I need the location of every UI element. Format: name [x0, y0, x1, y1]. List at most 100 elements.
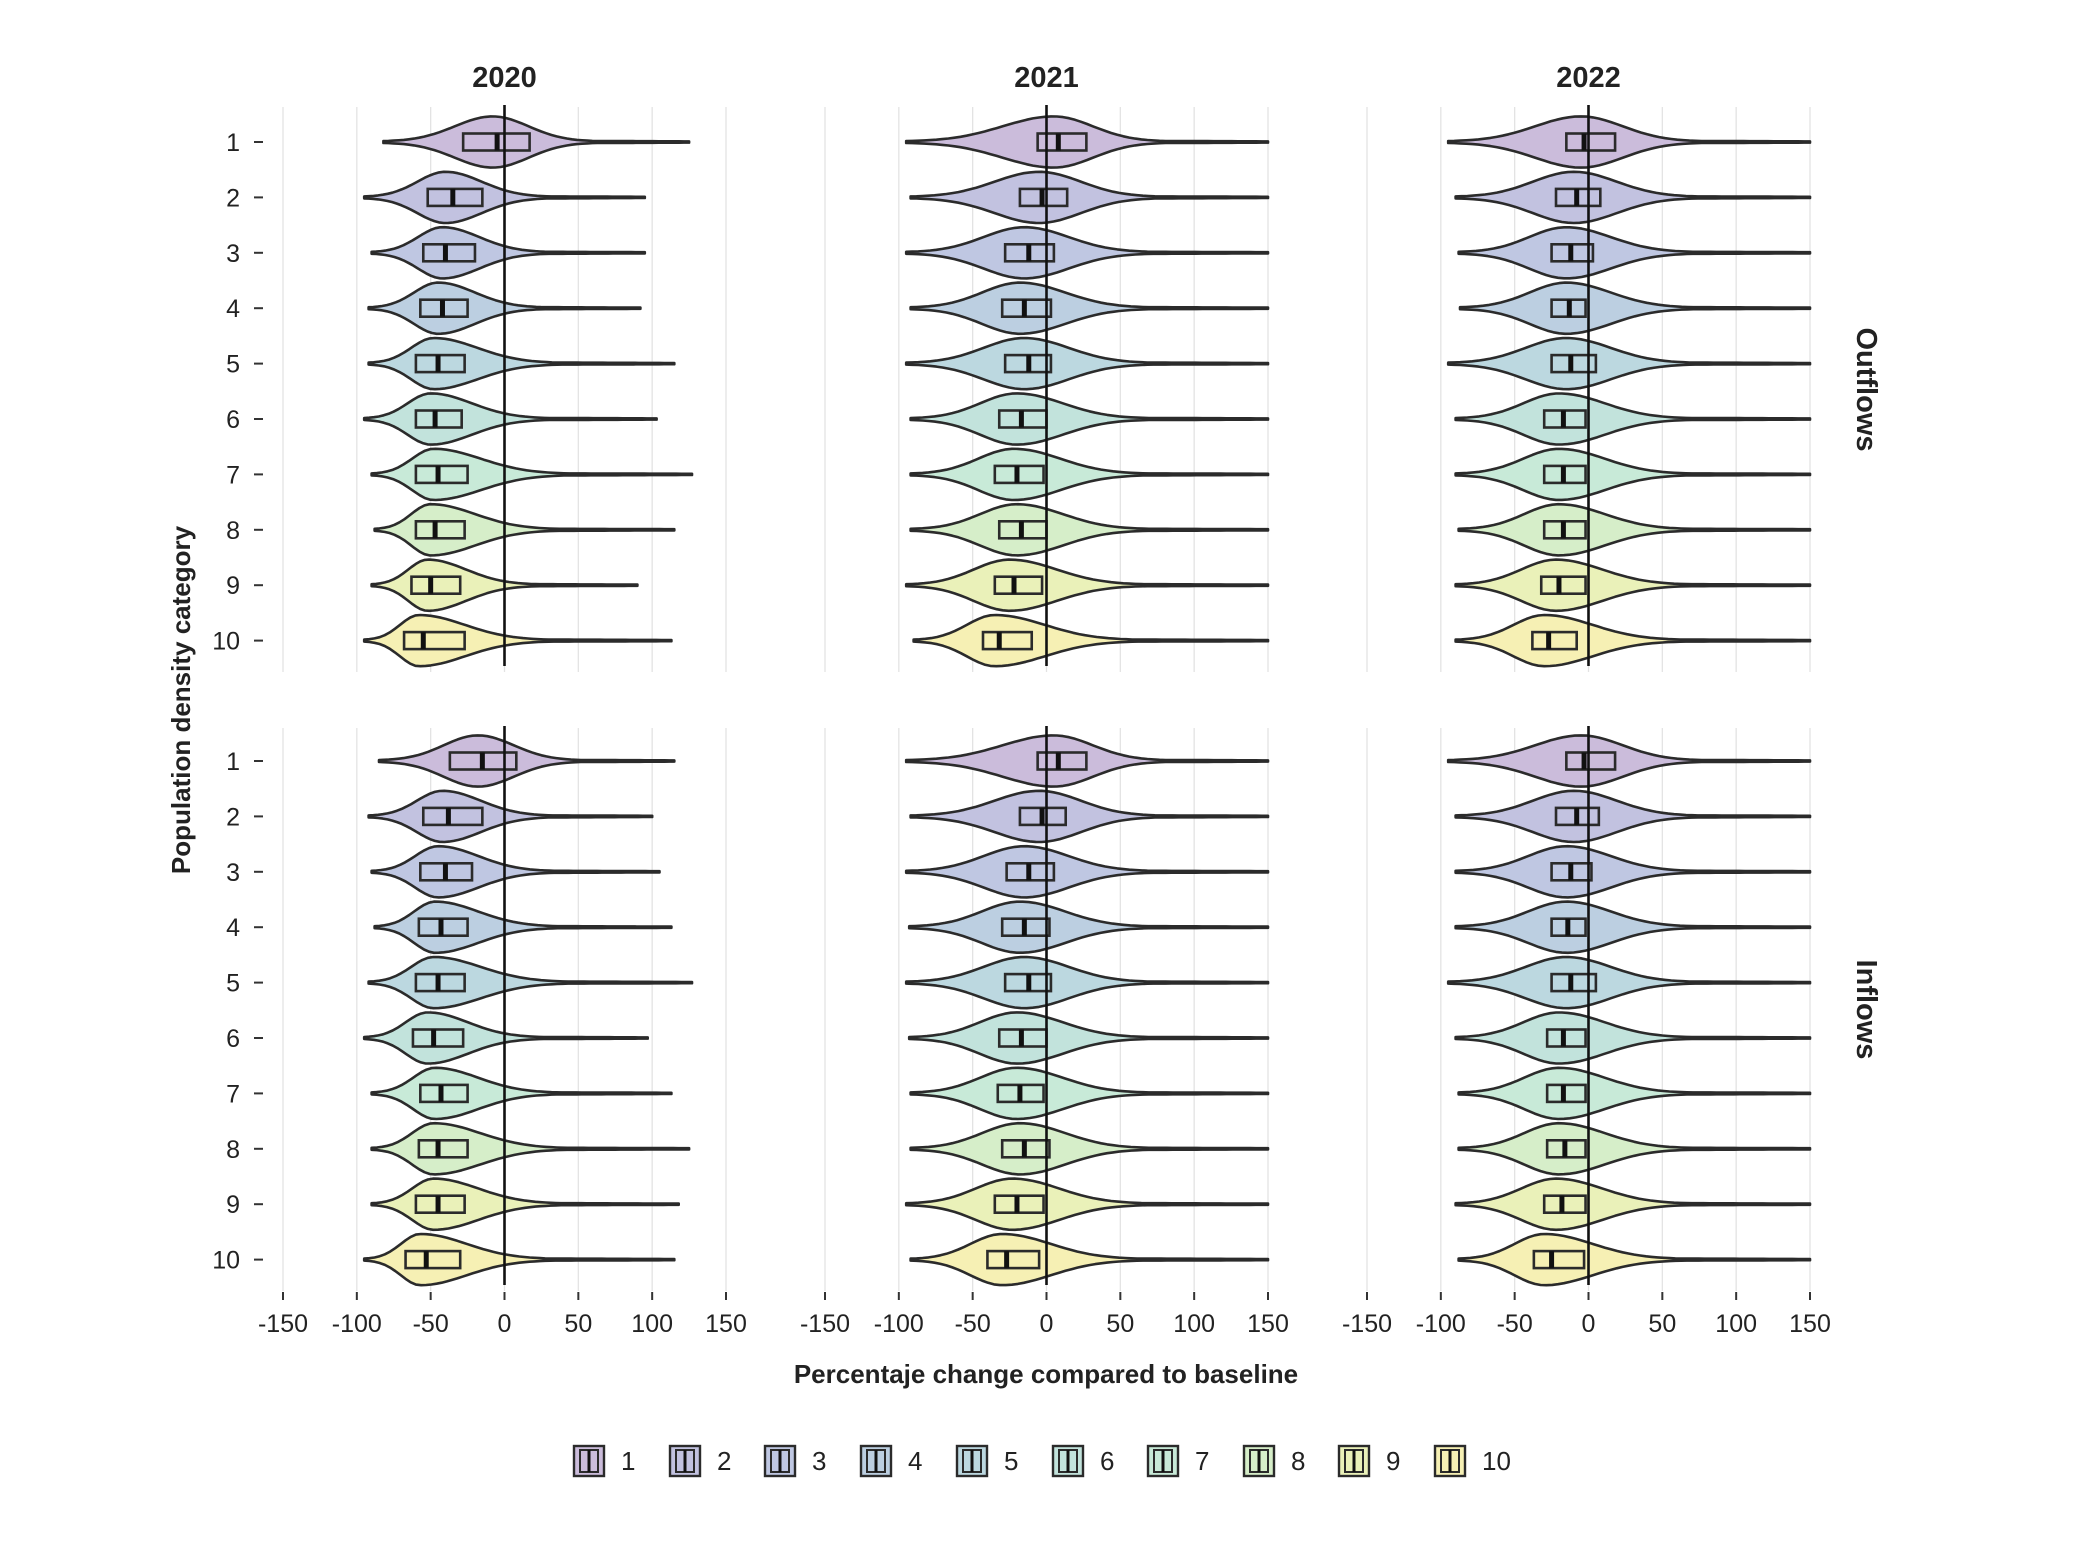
violin [1454, 900, 1812, 955]
violin [382, 115, 691, 169]
box [404, 1249, 462, 1270]
y-tick-label: 6 [226, 1025, 240, 1053]
violin [362, 392, 658, 446]
y-tick-label: 9 [226, 1191, 240, 1219]
violin [373, 502, 676, 557]
x-tick-label: -150 [258, 1310, 308, 1338]
y-tick-label: 4 [226, 295, 240, 323]
violin [909, 1232, 1270, 1287]
violin [362, 1011, 649, 1065]
violin [904, 336, 1270, 391]
violin [909, 392, 1270, 446]
violin [1457, 1121, 1812, 1176]
x-tick-label: -50 [413, 1310, 449, 1338]
y-tick-label: 5 [226, 351, 240, 379]
y-tick-label: 7 [226, 1080, 240, 1108]
x-tick-label: 150 [1789, 1310, 1831, 1338]
violin [912, 613, 1270, 668]
box [1545, 1028, 1587, 1048]
y-tick-label: 10 [212, 628, 240, 656]
x-tick-label: 50 [564, 1310, 592, 1338]
legend-label: 2 [717, 1446, 731, 1476]
facet-title: 2020 [472, 62, 537, 94]
box [1531, 630, 1578, 651]
y-tick-label: 2 [226, 803, 240, 831]
x-tick-label: 0 [1040, 1310, 1054, 1338]
x-tick-label: 150 [705, 1310, 747, 1338]
violin [909, 789, 1270, 844]
violin [367, 789, 654, 844]
violin [1458, 281, 1812, 336]
violin [362, 613, 673, 668]
violin [1446, 734, 1812, 788]
violin [1454, 392, 1812, 446]
box [1036, 751, 1088, 771]
box [1565, 132, 1617, 152]
y-tick-label: 4 [226, 914, 240, 942]
violin [367, 336, 676, 391]
facet-title: 2022 [1556, 62, 1621, 94]
legend-label: 10 [1482, 1446, 1511, 1476]
strip-label: Outflows [1850, 327, 1882, 451]
x-tick-label: 150 [1247, 1310, 1289, 1338]
violin [1446, 955, 1812, 1010]
x-tick-label: -150 [800, 1310, 850, 1338]
y-tick-label: 8 [226, 517, 240, 545]
violin [370, 1121, 691, 1176]
x-tick-label: -50 [955, 1310, 991, 1338]
violin [1454, 170, 1812, 225]
x-tick-label: 50 [1648, 1310, 1676, 1338]
y-tick-label: 7 [226, 461, 240, 489]
box [1545, 1083, 1587, 1104]
violin [909, 1066, 1270, 1121]
violin [907, 1011, 1270, 1065]
box [1532, 1249, 1586, 1270]
box [1565, 751, 1617, 771]
y-tick-label: 1 [226, 129, 240, 157]
violin [370, 844, 661, 899]
violin [909, 447, 1270, 502]
violin [377, 734, 676, 788]
violin [367, 955, 694, 1010]
legend-label: 7 [1195, 1446, 1209, 1476]
violin [1454, 844, 1812, 899]
box [1550, 353, 1598, 374]
violin [370, 1066, 673, 1121]
violin [1457, 1066, 1812, 1121]
box [419, 1083, 469, 1104]
y-tick-label: 10 [212, 1247, 240, 1275]
violin [904, 955, 1270, 1010]
violin [1457, 226, 1812, 280]
violin [909, 281, 1270, 336]
box [986, 1249, 1041, 1270]
box [1550, 972, 1598, 993]
legend-label: 8 [1291, 1446, 1305, 1476]
x-tick-label: 50 [1106, 1310, 1134, 1338]
violin [904, 1177, 1270, 1232]
x-tick-label: 100 [1173, 1310, 1215, 1338]
legend-label: 6 [1100, 1446, 1114, 1476]
violin [1446, 115, 1812, 169]
violin [370, 1177, 680, 1232]
violin [1454, 789, 1812, 844]
y-tick-label: 3 [226, 240, 240, 268]
x-tick-label: 0 [498, 1310, 512, 1338]
violin [1454, 558, 1812, 613]
legend-label: 5 [1004, 1446, 1018, 1476]
legend-label: 9 [1386, 1446, 1400, 1476]
x-tick-label: 100 [1715, 1310, 1757, 1338]
y-axis-title: Population density category [166, 525, 196, 874]
violin [904, 844, 1270, 899]
violin [1454, 1011, 1812, 1065]
y-tick-label: 2 [226, 184, 240, 212]
legend-label: 3 [812, 1446, 826, 1476]
box [1539, 575, 1587, 596]
violin [373, 900, 673, 955]
box [1542, 1194, 1587, 1214]
box [414, 409, 463, 429]
box [414, 464, 469, 485]
box [410, 575, 462, 596]
y-tick-label: 1 [226, 748, 240, 776]
